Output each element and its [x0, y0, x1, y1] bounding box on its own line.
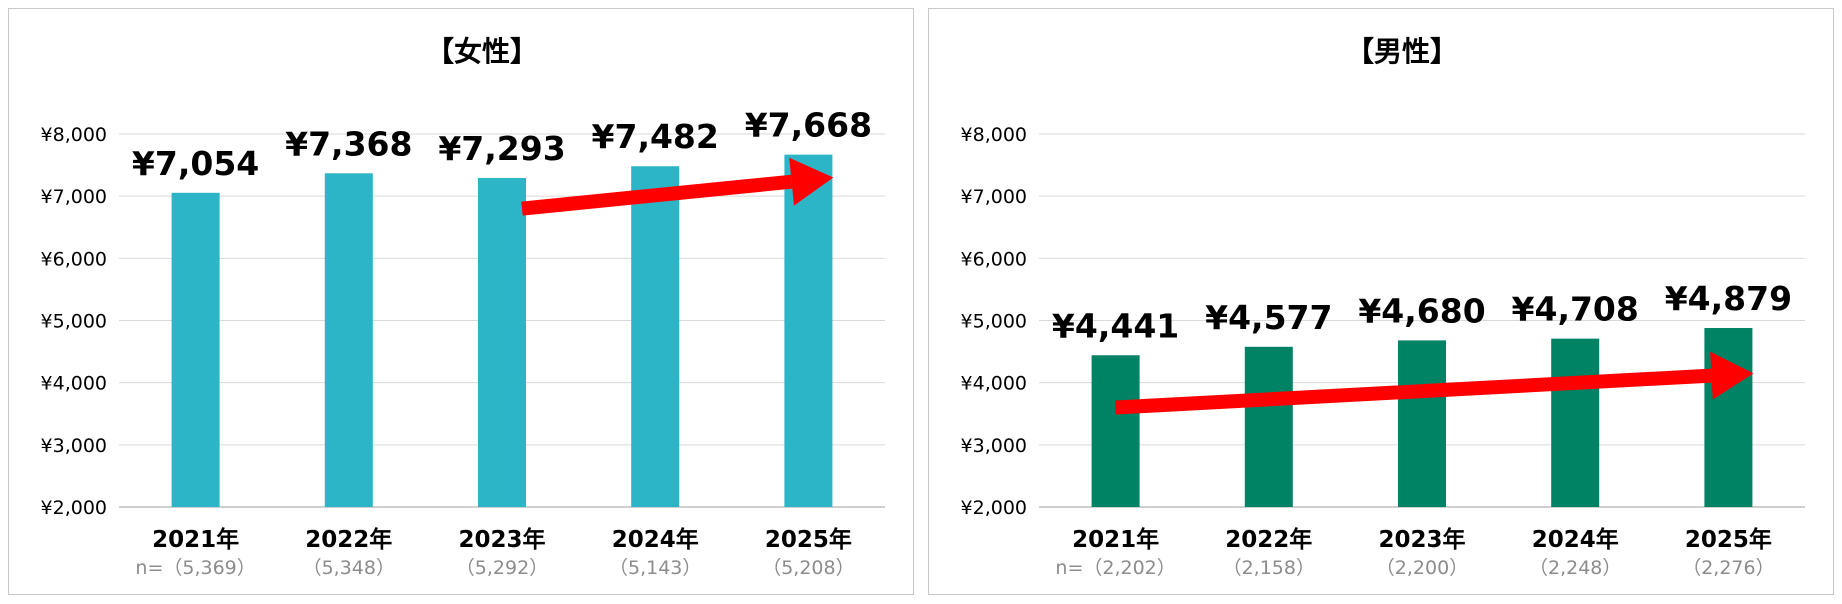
male-value-label: ¥4,879 [1665, 279, 1792, 318]
male-y-tick-label: ¥8,000 [961, 124, 1027, 146]
male-value-label: ¥4,680 [1358, 291, 1485, 330]
female-sample-size-label: （5,292） [456, 557, 548, 579]
female-x-tick-label: 2021年 [152, 526, 239, 553]
female-bar-2025年 [784, 154, 833, 507]
male-y-tick-label: ¥5,000 [961, 311, 1027, 333]
male-y-tick-label: ¥6,000 [961, 248, 1027, 270]
female-chart-title: 【女性】 [426, 35, 538, 68]
male-value-label: ¥4,708 [1512, 290, 1639, 329]
female-value-label: ¥7,368 [285, 124, 412, 163]
female-y-tick-label: ¥8,000 [41, 124, 107, 146]
male-y-tick-label: ¥2,000 [961, 497, 1027, 519]
female-value-label: ¥7,482 [592, 117, 719, 156]
female-sample-size-label: n=（5,369） [135, 557, 255, 579]
female-sample-size-label: （5,208） [762, 557, 854, 579]
female-bar-2024年 [631, 166, 680, 507]
male-y-tick-label: ¥7,000 [961, 186, 1027, 208]
female-bar-2021年 [171, 192, 220, 507]
female-trend-arrow-shaft [521, 174, 793, 216]
female-y-tick-label: ¥5,000 [41, 311, 107, 333]
female-y-tick-label: ¥6,000 [41, 248, 107, 270]
male-y-tick-label: ¥3,000 [961, 435, 1027, 457]
female-bar-2023年 [478, 177, 526, 507]
female-x-tick-label: 2023年 [458, 526, 545, 553]
male-sample-size-label: （2,158） [1223, 557, 1315, 579]
male-chart: 【男性】 ¥2,000 ¥3,000 ¥4,000 ¥5,000 ¥6,000 ¥7,000… [961, 35, 1805, 579]
female-value-label: ¥7,293 [438, 129, 565, 168]
male-x-tick-label: 2021年 [1072, 526, 1159, 553]
female-x-tick-label: 2024年 [612, 526, 699, 553]
male-value-label: ¥4,441 [1052, 306, 1179, 345]
female-y-tick-label: ¥3,000 [41, 435, 107, 457]
male-y-tick-label: ¥4,000 [961, 373, 1027, 395]
female-sample-size-label: （5,348） [303, 557, 395, 579]
male-trend-arrow-shaft [1115, 368, 1712, 415]
male-sample-size-label: n=（2,202） [1055, 557, 1175, 579]
female-trend-arrow [521, 157, 834, 216]
male-chart-title: 【男性】 [1346, 35, 1458, 68]
male-trend-arrow [1115, 351, 1754, 415]
female-trend-arrow-head [789, 157, 834, 206]
female-x-tick-label: 2022年 [305, 526, 392, 553]
male-sample-size-label: （2,200） [1376, 557, 1468, 579]
female-x-tick-label: 2025年 [765, 526, 852, 553]
female-sample-size-label: （5,143） [609, 557, 701, 579]
male-sample-size-label: （2,276） [1682, 557, 1774, 579]
male-x-tick-label: 2023年 [1378, 526, 1465, 553]
female-y-tick-label: ¥4,000 [41, 373, 107, 395]
male-trend-arrow-head [1710, 351, 1754, 400]
male-bar-2023年 [1398, 340, 1446, 507]
female-y-tick-label: ¥2,000 [41, 497, 107, 519]
female-bar-2022年 [324, 173, 373, 507]
male-bar-2021年 [1091, 355, 1140, 507]
female-chart: 【女性】 ¥2,000 ¥3,000 ¥4,000 ¥5,000 ¥6,000 ¥7,000… [41, 35, 885, 579]
female-chart-panel: 【女性】 ¥2,000 ¥3,000 ¥4,000 ¥5,000 ¥6,000 ¥7,000… [8, 8, 914, 595]
male-x-tick-label: 2022年 [1225, 526, 1312, 553]
female-value-label: ¥7,054 [132, 144, 259, 183]
male-bar-2024年 [1551, 338, 1600, 507]
male-x-tick-label: 2024年 [1532, 526, 1619, 553]
female-value-label: ¥7,668 [745, 106, 872, 145]
male-bar-2022年 [1244, 346, 1293, 507]
female-y-tick-label: ¥7,000 [41, 186, 107, 208]
male-chart-panel: 【男性】 ¥2,000 ¥3,000 ¥4,000 ¥5,000 ¥6,000 ¥7,000… [928, 8, 1834, 595]
male-value-label: ¥4,577 [1205, 298, 1332, 337]
male-x-tick-label: 2025年 [1685, 526, 1772, 553]
male-sample-size-label: （2,248） [1529, 557, 1621, 579]
